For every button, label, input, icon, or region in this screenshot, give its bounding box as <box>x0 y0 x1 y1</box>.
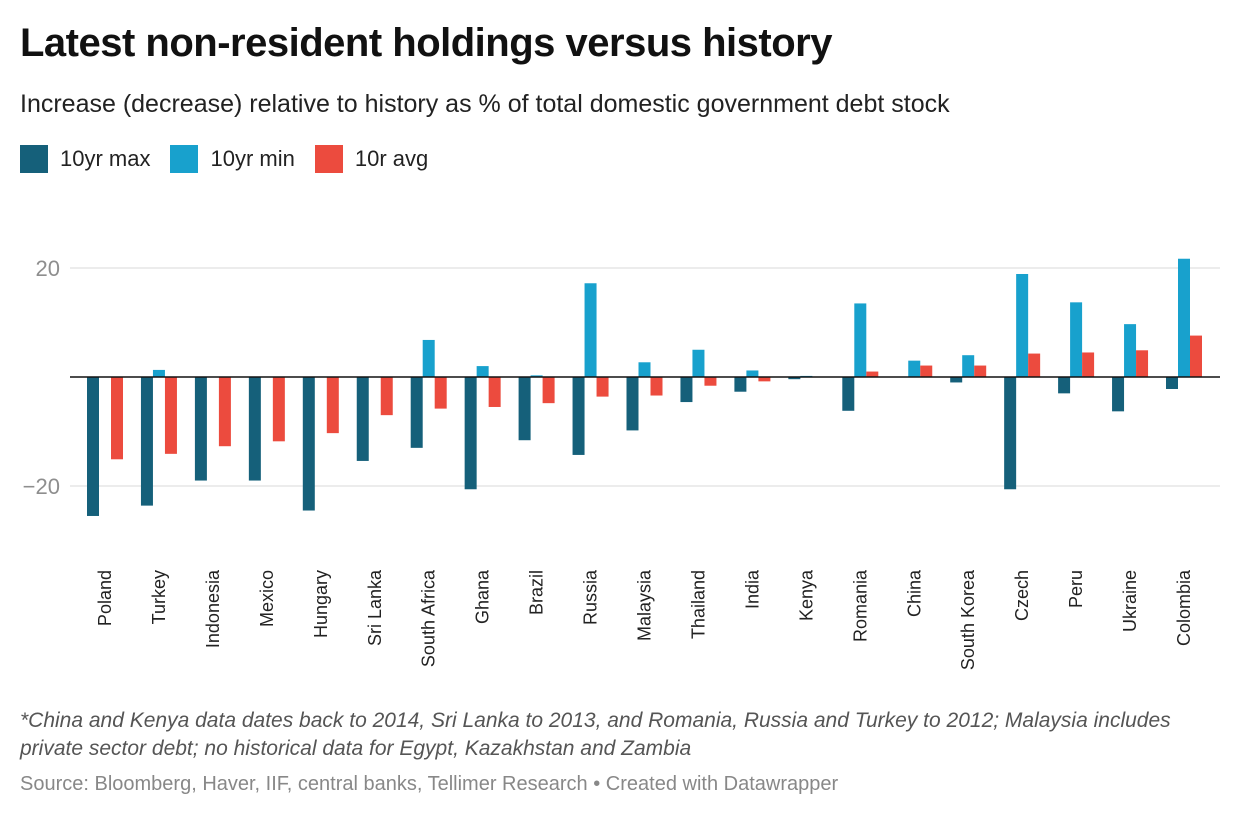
bar-hungary-10r-avg <box>326 377 339 434</box>
y-tick-label: −20 <box>23 474 60 499</box>
bar-kenya-10yr-max <box>788 377 801 380</box>
bar-ukraine-10yr-min <box>1124 324 1137 377</box>
x-tick-label-thailand: Thailand <box>688 570 708 639</box>
legend-label-10yr-min: 10yr min <box>210 146 295 171</box>
bar-malaysia-10yr-max <box>626 377 639 431</box>
legend-item-10yr-min: 10yr min <box>170 145 295 173</box>
bar-ghana-10yr-min <box>476 366 489 377</box>
datawrapper-credit: Created with Datawrapper <box>605 773 839 795</box>
bar-indonesia-10yr-max <box>194 377 207 481</box>
legend-swatch-10yr-min <box>170 145 199 173</box>
bar-china-10yr-min <box>908 360 921 377</box>
bar-romania-10yr-max <box>842 377 855 411</box>
x-tick-label-brazil: Brazil <box>527 570 547 615</box>
bar-poland-10r-avg <box>111 377 123 460</box>
bar-mexico-10yr-max <box>248 377 261 481</box>
bar-poland-10yr-max <box>87 377 99 516</box>
bar-indonesia-10r-avg <box>218 377 231 447</box>
bar-peru-10yr-min <box>1070 302 1083 377</box>
bar-thailand-10r-avg <box>704 377 717 386</box>
bar-sri-lanka-10yr-max <box>356 377 369 461</box>
x-tick-label-south-africa: South Africa <box>419 569 439 667</box>
x-tick-label-poland: Poland <box>95 570 115 626</box>
bar-turkey-10r-avg <box>164 377 177 454</box>
bar-sri-lanka-10r-avg <box>380 377 393 416</box>
bar-colombia-10yr-max <box>1166 377 1178 389</box>
bar-czech-10yr-min <box>1016 273 1029 377</box>
source-separator: • <box>593 773 601 795</box>
legend-swatch-10r-avg <box>314 145 343 173</box>
legend-label-10r-avg: 10r avg <box>354 146 429 171</box>
bar-ghana-10r-avg <box>488 377 501 407</box>
source-text: Source: Bloomberg, Haver, IIF, central b… <box>20 773 588 795</box>
bar-south-africa-10yr-max <box>410 377 423 448</box>
x-tick-label-russia: Russia <box>581 569 601 625</box>
source-line: Source: Bloomberg, Haver, IIF, central b… <box>20 773 838 796</box>
x-tick-label-ukraine: Ukraine <box>1120 570 1140 632</box>
bar-colombia-10yr-min <box>1178 258 1190 377</box>
bar-india-10yr-min <box>746 370 759 377</box>
bar-thailand-10yr-max <box>680 377 693 403</box>
y-tick-label: 20 <box>36 256 60 281</box>
bar-turkey-10yr-min <box>152 369 165 377</box>
legend-label-10yr-max: 10yr max <box>60 146 151 171</box>
bar-brazil-10r-avg <box>542 377 555 404</box>
x-tick-label-mexico: Mexico <box>257 570 277 627</box>
bar-russia-10yr-min <box>584 283 597 377</box>
x-tick-label-hungary: Hungary <box>311 570 331 638</box>
x-tick-label-south-korea: South Korea <box>958 569 978 670</box>
x-tick-label-czech: Czech <box>1012 570 1032 621</box>
x-tick-label-ghana: Ghana <box>473 569 493 624</box>
bar-south-korea-10r-avg <box>974 365 987 377</box>
bar-malaysia-10r-avg <box>650 377 663 396</box>
x-tick-label-indonesia: Indonesia <box>203 569 223 648</box>
legend-item-10r-avg: 10r avg <box>314 145 429 173</box>
bar-czech-10r-avg <box>1028 353 1041 377</box>
bar-south-africa-10r-avg <box>434 377 447 409</box>
x-tick-label-colombia: Colombia <box>1174 569 1194 646</box>
chart-subtitle: Increase (decrease) relative to history … <box>20 90 950 118</box>
bar-ukraine-10r-avg <box>1136 350 1149 377</box>
x-tick-label-india: India <box>742 569 762 609</box>
x-tick-label-malaysia: Malaysia <box>635 569 655 641</box>
bar-brazil-10yr-min <box>530 375 543 377</box>
bar-ghana-10yr-max <box>464 377 477 490</box>
bar-romania-10r-avg <box>866 371 879 377</box>
bar-thailand-10yr-min <box>692 349 705 377</box>
bar-south-korea-10yr-max <box>950 377 963 383</box>
x-tick-label-sri-lanka: Sri Lanka <box>365 569 385 646</box>
legend-item-10yr-max: 10yr max <box>20 145 150 173</box>
bar-peru-10yr-max <box>1058 377 1071 394</box>
x-tick-label-peru: Peru <box>1066 570 1086 608</box>
bar-india-10r-avg <box>758 377 771 382</box>
x-tick-label-romania: Romania <box>850 569 870 642</box>
bar-ukraine-10yr-max <box>1112 377 1125 412</box>
footnote: *China and Kenya data dates back to 2014… <box>20 709 1171 760</box>
chart-title: Latest non-resident holdings versus hist… <box>20 21 832 65</box>
bar-china-10r-avg <box>920 365 933 377</box>
bar-russia-10r-avg <box>596 377 609 397</box>
bar-brazil-10yr-max <box>518 377 531 441</box>
bar-india-10yr-max <box>734 377 747 392</box>
x-tick-label-turkey: Turkey <box>149 570 169 624</box>
bar-turkey-10yr-max <box>140 377 153 506</box>
x-tick-label-china: China <box>904 569 924 617</box>
bar-south-korea-10yr-min <box>962 355 975 377</box>
x-tick-label-kenya: Kenya <box>796 569 816 621</box>
bar-south-africa-10yr-min <box>422 339 435 377</box>
bar-russia-10yr-max <box>572 377 585 455</box>
bar-hungary-10yr-max <box>302 377 315 511</box>
legend: 10yr max 10yr min 10r avg <box>20 145 448 173</box>
legend-swatch-10yr-max <box>20 145 48 173</box>
bar-romania-10yr-min <box>854 303 867 377</box>
bar-peru-10r-avg <box>1082 352 1095 377</box>
bar-malaysia-10yr-min <box>638 362 651 377</box>
bar-chart: 20 −20 Poland Turkey Indonesia Mexico Hungary S… <box>23 256 1220 670</box>
bar-czech-10yr-max <box>1004 377 1017 490</box>
bar-colombia-10r-avg <box>1190 335 1202 377</box>
bar-mexico-10r-avg <box>272 377 285 442</box>
